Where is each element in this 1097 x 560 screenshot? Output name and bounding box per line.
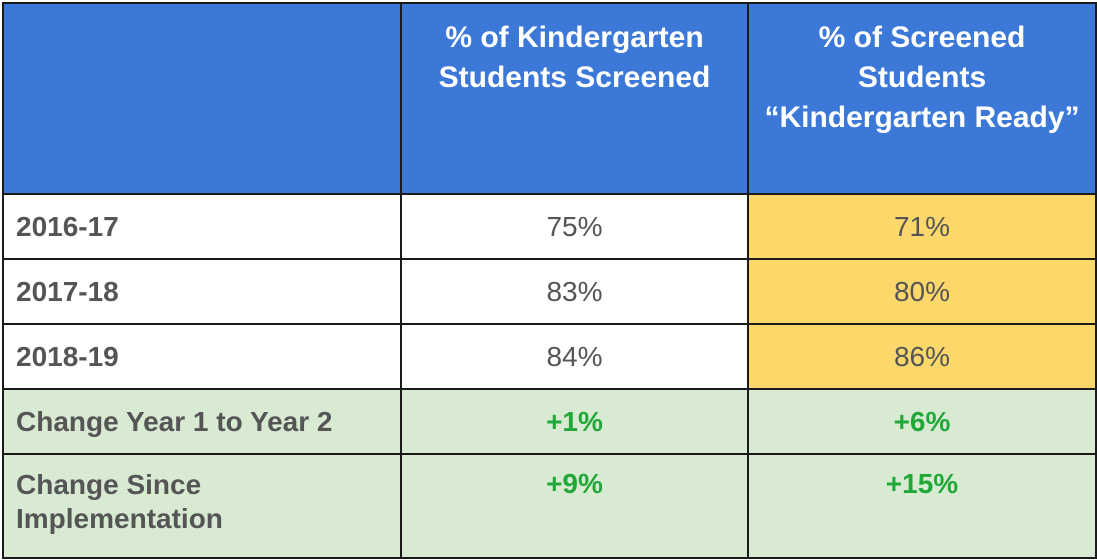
header-corner-cell xyxy=(2,2,402,195)
change-label: Change Since Implementation xyxy=(2,453,402,559)
change-ready-value: +6% xyxy=(747,388,1097,455)
table-row: 2018-19 84% 86% xyxy=(2,323,1097,390)
row-label: 2018-19 xyxy=(2,323,402,390)
table-row: 2016-17 75% 71% xyxy=(2,193,1097,260)
screened-value: 84% xyxy=(400,323,749,390)
screened-value: 75% xyxy=(400,193,749,260)
header-ready-label: % of Screened Students “Kindergarten Rea… xyxy=(764,21,1080,134)
change-screened-value: +9% xyxy=(400,453,749,559)
header-ready: % of Screened Students “Kindergarten Rea… xyxy=(747,2,1097,195)
header-screened-label: % of Kindergarten Students Screened xyxy=(438,21,711,94)
table-row: 2017-18 83% 80% xyxy=(2,258,1097,325)
ready-value: 71% xyxy=(747,193,1097,260)
change-label: Change Year 1 to Year 2 xyxy=(2,388,402,455)
change-row: Change Year 1 to Year 2 +1% +6% xyxy=(2,388,1097,455)
change-screened-value: +1% xyxy=(400,388,749,455)
change-ready-value: +15% xyxy=(747,453,1097,559)
header-screened: % of Kindergarten Students Screened xyxy=(400,2,749,195)
row-label: 2016-17 xyxy=(2,193,402,260)
header-row: % of Kindergarten Students Screened % of… xyxy=(2,2,1097,195)
row-label: 2017-18 xyxy=(2,258,402,325)
change-row: Change Since Implementation +9% +15% xyxy=(2,453,1097,559)
ready-value: 86% xyxy=(747,323,1097,390)
screened-value: 83% xyxy=(400,258,749,325)
ready-value: 80% xyxy=(747,258,1097,325)
